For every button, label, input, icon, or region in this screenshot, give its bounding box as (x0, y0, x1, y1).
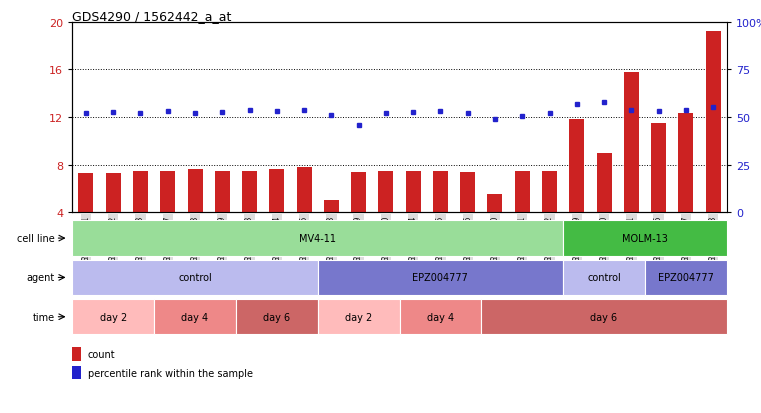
Text: count: count (88, 349, 115, 359)
Bar (236, 299, 318, 335)
Text: cell line: cell line (17, 233, 55, 244)
Bar (563, 221, 727, 256)
Text: day 2: day 2 (100, 312, 127, 322)
Text: day 4: day 4 (181, 312, 209, 322)
Bar (187, 170, 202, 213)
Bar (569, 120, 584, 213)
Bar (400, 299, 481, 335)
Bar (678, 114, 693, 213)
Text: GDS4290 / 1562442_a_at: GDS4290 / 1562442_a_at (72, 10, 231, 23)
Bar (72, 366, 81, 379)
Bar (351, 172, 366, 213)
Bar (72, 260, 318, 295)
Bar (72, 348, 81, 361)
Bar (624, 73, 638, 213)
Bar (154, 299, 236, 335)
Bar (215, 171, 230, 213)
Text: EPZ004777: EPZ004777 (658, 273, 714, 283)
Text: day 6: day 6 (263, 312, 291, 322)
Bar (488, 195, 502, 213)
Text: MV4-11: MV4-11 (299, 233, 336, 244)
Bar (78, 173, 94, 213)
Bar (597, 153, 612, 213)
Bar (297, 168, 311, 213)
Bar (406, 171, 421, 213)
Bar (106, 173, 121, 213)
Bar (133, 171, 148, 213)
Bar (161, 171, 175, 213)
Text: percentile rank within the sample: percentile rank within the sample (88, 368, 253, 378)
Bar (72, 299, 154, 335)
Bar (433, 171, 448, 213)
Text: day 6: day 6 (591, 312, 618, 322)
Bar (72, 221, 563, 256)
Bar (645, 260, 727, 295)
Bar (514, 171, 530, 213)
Text: time: time (33, 312, 55, 322)
Text: MOLM-13: MOLM-13 (622, 233, 668, 244)
Bar (242, 171, 257, 213)
Bar (318, 299, 400, 335)
Text: EPZ004777: EPZ004777 (412, 273, 468, 283)
Text: day 2: day 2 (345, 312, 372, 322)
Bar (269, 170, 285, 213)
Bar (318, 260, 563, 295)
Text: day 4: day 4 (427, 312, 454, 322)
Bar (378, 171, 393, 213)
Bar (542, 171, 557, 213)
Bar (324, 201, 339, 213)
Bar (563, 260, 645, 295)
Bar (481, 299, 727, 335)
Text: control: control (587, 273, 621, 283)
Text: agent: agent (27, 273, 55, 283)
Text: control: control (178, 273, 212, 283)
Bar (460, 172, 475, 213)
Bar (651, 123, 666, 213)
Bar (705, 32, 721, 213)
